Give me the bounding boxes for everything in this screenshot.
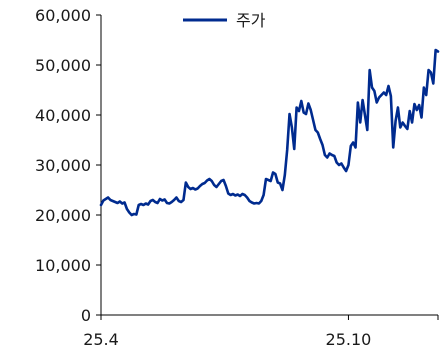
series-line-주가 (99, 48, 440, 217)
y-tick-label: 10,000 (35, 256, 91, 275)
y-tick-label: 60,000 (35, 6, 91, 25)
legend: 주가 (183, 11, 266, 30)
y-tick-label: 40,000 (35, 106, 91, 125)
y-axis-ticks: 0 10,000 20,000 30,000 40,000 50,000 60,000 (35, 6, 101, 325)
y-tick-label: 30,000 (35, 156, 91, 175)
y-tick-label: 20,000 (35, 206, 91, 225)
y-tick-label: 50,000 (35, 56, 91, 75)
y-tick-label: 0 (81, 306, 91, 325)
x-tick-label: 25.10 (326, 330, 372, 349)
x-axis-ticks: 25.4 25.10 (83, 315, 439, 349)
x-tick-label: 25.4 (83, 330, 119, 349)
legend-label-주가: 주가 (236, 11, 266, 30)
